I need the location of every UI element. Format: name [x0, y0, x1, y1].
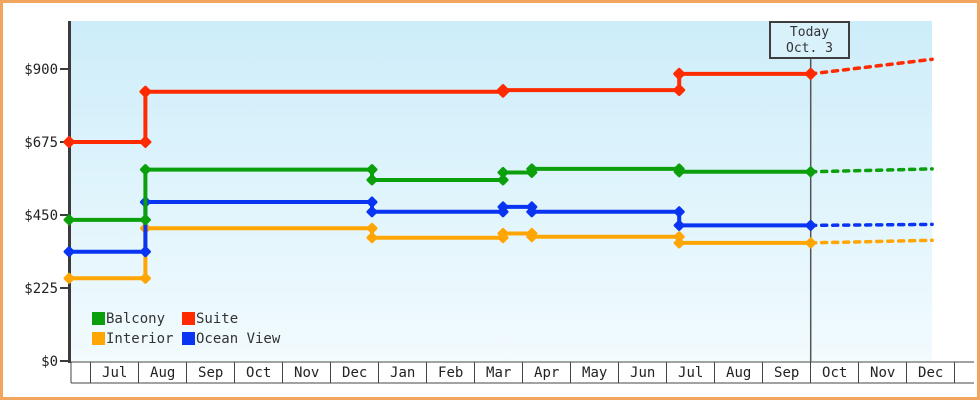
series-projection-ocean-view [808, 222, 934, 228]
month-label: Aug [726, 365, 751, 381]
month-label: Sep [198, 365, 223, 381]
legend-swatch-interior [92, 332, 105, 345]
legend-swatch-suite [182, 312, 195, 325]
month-label: Aug [150, 365, 175, 381]
legend-swatch-ocean-view [182, 332, 195, 345]
series-marker-ocean-view [673, 206, 685, 218]
series-marker-interior [526, 231, 538, 243]
month-label: Jul [678, 365, 703, 381]
series-marker-ocean-view [526, 206, 538, 218]
y-axis: $0 $225 $450 $675 $900 [24, 21, 71, 370]
y-tick-label: $0 [41, 354, 58, 370]
month-label: Dec [918, 365, 943, 381]
legend-item-interior: Interior [92, 330, 182, 347]
series-marker-ocean-view [497, 201, 509, 213]
today-date: Oct. 3 [786, 41, 833, 56]
month-label: Oct [246, 365, 271, 381]
series-marker-balcony [497, 166, 509, 178]
series-marker-interior [139, 272, 151, 284]
y-tick-label: $675 [24, 135, 58, 151]
month-label: Mar [486, 365, 511, 381]
y-tick-label: $450 [24, 208, 58, 224]
series-marker-ocean-view [366, 206, 378, 218]
month-label: Oct [822, 365, 847, 381]
series-marker-interior [805, 237, 817, 249]
y-axis-line [68, 21, 71, 363]
series-projection-balcony [808, 167, 934, 174]
series-marker-ocean-view [63, 246, 75, 258]
month-label: Feb [438, 365, 463, 381]
month-label: Jan [390, 365, 415, 381]
series-marker-interior [366, 232, 378, 244]
series-marker-interior [497, 227, 509, 239]
series-marker-interior [673, 237, 685, 249]
series-marker-ocean-view [139, 246, 151, 258]
series-marker-suite [63, 136, 76, 148]
series-marker-interior [366, 222, 378, 234]
series-marker-balcony [805, 166, 817, 178]
month-label: Nov [294, 365, 319, 381]
series-marker-balcony [366, 164, 378, 176]
series-marker-balcony [497, 174, 509, 186]
today-box: Today Oct. 3 [769, 21, 850, 59]
legend-label: Interior [106, 330, 174, 347]
month-axis: Jul Aug Sep Oct Nov Dec Jan Feb Mar Apr May Jun Jul A… [70, 361, 974, 384]
series-marker-balcony [526, 163, 538, 175]
series-marker-suite [673, 84, 686, 97]
series-marker-interior [63, 272, 75, 284]
legend-item-suite: Suite [182, 310, 280, 327]
series-marker-balcony [139, 164, 151, 176]
series-marker-balcony [63, 214, 75, 226]
legend-item-ocean-view: Ocean View [182, 330, 281, 347]
series-marker-balcony [673, 166, 685, 178]
legend-label: Ocean View [196, 330, 281, 347]
legend-label: Suite [196, 310, 239, 327]
series-marker-ocean-view [805, 219, 817, 231]
series-marker-ocean-view [673, 219, 685, 231]
month-label: Jun [630, 365, 655, 381]
month-label: Nov [870, 365, 895, 381]
series-marker-suite [139, 136, 152, 148]
series-marker-suite [673, 67, 686, 80]
series-projection-interior [808, 238, 934, 245]
series-marker-suite [497, 84, 510, 97]
month-label: Dec [342, 365, 367, 381]
legend-swatch-balcony [92, 312, 105, 325]
month-label: May [582, 365, 607, 381]
legend-label: Balcony [106, 310, 166, 327]
chart-legend: Balcony Suite Interior Ocean View [92, 310, 281, 347]
series-projection-suite [808, 57, 934, 76]
series-marker-suite [804, 67, 817, 80]
series-marker-ocean-view [366, 196, 378, 208]
y-tick-label: $225 [24, 281, 58, 297]
month-label: Jul [102, 365, 127, 381]
series-marker-balcony [139, 214, 151, 226]
month-label: Sep [774, 365, 799, 381]
series-marker-balcony [366, 174, 378, 186]
y-tick-label: $900 [24, 62, 58, 78]
plot-area [71, 21, 932, 361]
month-label: Apr [534, 365, 559, 381]
legend-item-balcony: Balcony [92, 310, 182, 327]
today-label: Today [789, 25, 830, 40]
series-marker-suite [139, 85, 152, 98]
